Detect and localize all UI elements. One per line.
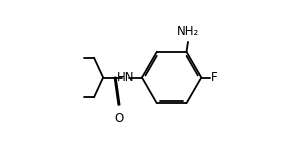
Text: O: O [115,112,124,125]
Text: HN: HN [117,71,135,84]
Text: F: F [211,71,218,84]
Text: NH₂: NH₂ [177,25,199,38]
